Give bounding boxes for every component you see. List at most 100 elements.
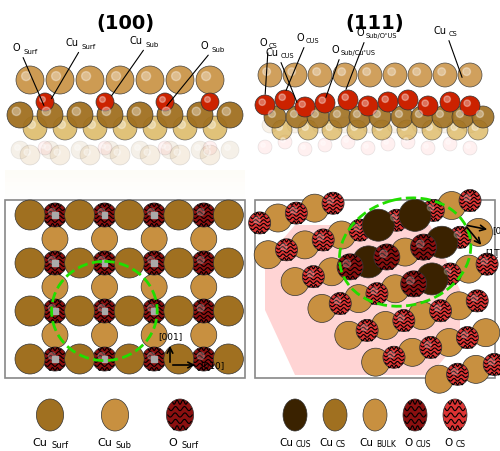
Circle shape xyxy=(458,63,482,87)
FancyBboxPatch shape xyxy=(255,200,495,378)
Ellipse shape xyxy=(42,322,68,348)
Circle shape xyxy=(411,106,433,128)
Circle shape xyxy=(264,106,286,128)
Ellipse shape xyxy=(454,255,482,283)
Circle shape xyxy=(197,257,204,263)
Circle shape xyxy=(280,244,287,250)
Circle shape xyxy=(208,121,216,129)
Text: Surf: Surf xyxy=(181,441,198,450)
Ellipse shape xyxy=(36,399,64,431)
Circle shape xyxy=(308,63,332,87)
Circle shape xyxy=(196,66,224,94)
Ellipse shape xyxy=(141,274,167,300)
Circle shape xyxy=(433,63,457,87)
Circle shape xyxy=(37,102,63,128)
Circle shape xyxy=(7,102,33,128)
Circle shape xyxy=(338,90,358,110)
Circle shape xyxy=(192,251,216,275)
Text: Cu: Cu xyxy=(32,438,47,448)
Circle shape xyxy=(301,145,306,149)
Circle shape xyxy=(369,106,391,128)
Circle shape xyxy=(428,204,434,211)
Circle shape xyxy=(148,304,155,312)
Circle shape xyxy=(265,120,270,125)
Circle shape xyxy=(136,66,164,94)
Ellipse shape xyxy=(141,226,167,252)
Ellipse shape xyxy=(408,302,436,330)
Circle shape xyxy=(438,68,446,75)
Circle shape xyxy=(488,359,495,365)
Ellipse shape xyxy=(399,199,431,231)
Circle shape xyxy=(192,107,200,115)
Ellipse shape xyxy=(391,238,419,266)
Circle shape xyxy=(378,92,398,112)
Circle shape xyxy=(380,251,388,258)
Circle shape xyxy=(104,145,110,150)
Circle shape xyxy=(444,268,451,275)
Text: CS: CS xyxy=(449,31,458,37)
Ellipse shape xyxy=(403,399,427,431)
Circle shape xyxy=(380,250,388,258)
Bar xyxy=(255,18,495,193)
Circle shape xyxy=(276,124,282,130)
Circle shape xyxy=(80,145,100,165)
Circle shape xyxy=(92,347,116,371)
Bar xyxy=(5,194,245,198)
Circle shape xyxy=(142,203,166,227)
Circle shape xyxy=(283,63,307,87)
Circle shape xyxy=(170,145,190,165)
Circle shape xyxy=(315,93,335,113)
Circle shape xyxy=(11,141,29,159)
Ellipse shape xyxy=(364,211,392,239)
Ellipse shape xyxy=(425,365,453,393)
Circle shape xyxy=(98,257,105,263)
Circle shape xyxy=(416,240,424,248)
Circle shape xyxy=(471,295,478,301)
Circle shape xyxy=(281,138,285,142)
Circle shape xyxy=(447,120,467,140)
Circle shape xyxy=(459,189,481,212)
Circle shape xyxy=(337,254,363,280)
Ellipse shape xyxy=(435,328,463,356)
Circle shape xyxy=(391,106,413,128)
Circle shape xyxy=(24,149,30,156)
Circle shape xyxy=(98,352,105,359)
Circle shape xyxy=(344,261,350,267)
Circle shape xyxy=(50,145,70,165)
Ellipse shape xyxy=(214,248,244,278)
Circle shape xyxy=(143,116,167,140)
Circle shape xyxy=(12,107,20,115)
Circle shape xyxy=(334,110,340,117)
Text: Sub/CuᶜUS: Sub/CuᶜUS xyxy=(341,50,376,56)
Circle shape xyxy=(187,102,213,128)
Text: O: O xyxy=(332,45,339,55)
Circle shape xyxy=(204,97,210,102)
Circle shape xyxy=(262,117,278,133)
Circle shape xyxy=(258,63,282,87)
Text: Surf: Surf xyxy=(51,441,68,450)
Circle shape xyxy=(308,271,314,277)
Text: CUS: CUS xyxy=(416,440,432,449)
Ellipse shape xyxy=(92,226,118,252)
Ellipse shape xyxy=(64,248,94,278)
Circle shape xyxy=(408,278,414,285)
Circle shape xyxy=(376,124,382,130)
Circle shape xyxy=(144,149,150,156)
Text: [0Ţ1]: [0Ţ1] xyxy=(492,226,500,235)
Ellipse shape xyxy=(64,296,94,326)
Circle shape xyxy=(319,97,326,103)
Circle shape xyxy=(465,120,470,125)
Ellipse shape xyxy=(15,200,45,230)
Circle shape xyxy=(148,257,155,263)
Circle shape xyxy=(278,135,292,149)
Circle shape xyxy=(463,141,477,155)
Circle shape xyxy=(476,110,484,117)
Circle shape xyxy=(374,244,400,270)
Circle shape xyxy=(166,66,194,94)
Text: O: O xyxy=(445,438,453,448)
Text: [1Ţ0]: [1Ţ0] xyxy=(485,249,500,258)
Circle shape xyxy=(349,219,371,241)
Circle shape xyxy=(88,121,96,129)
Circle shape xyxy=(330,293,351,314)
Circle shape xyxy=(276,239,297,261)
